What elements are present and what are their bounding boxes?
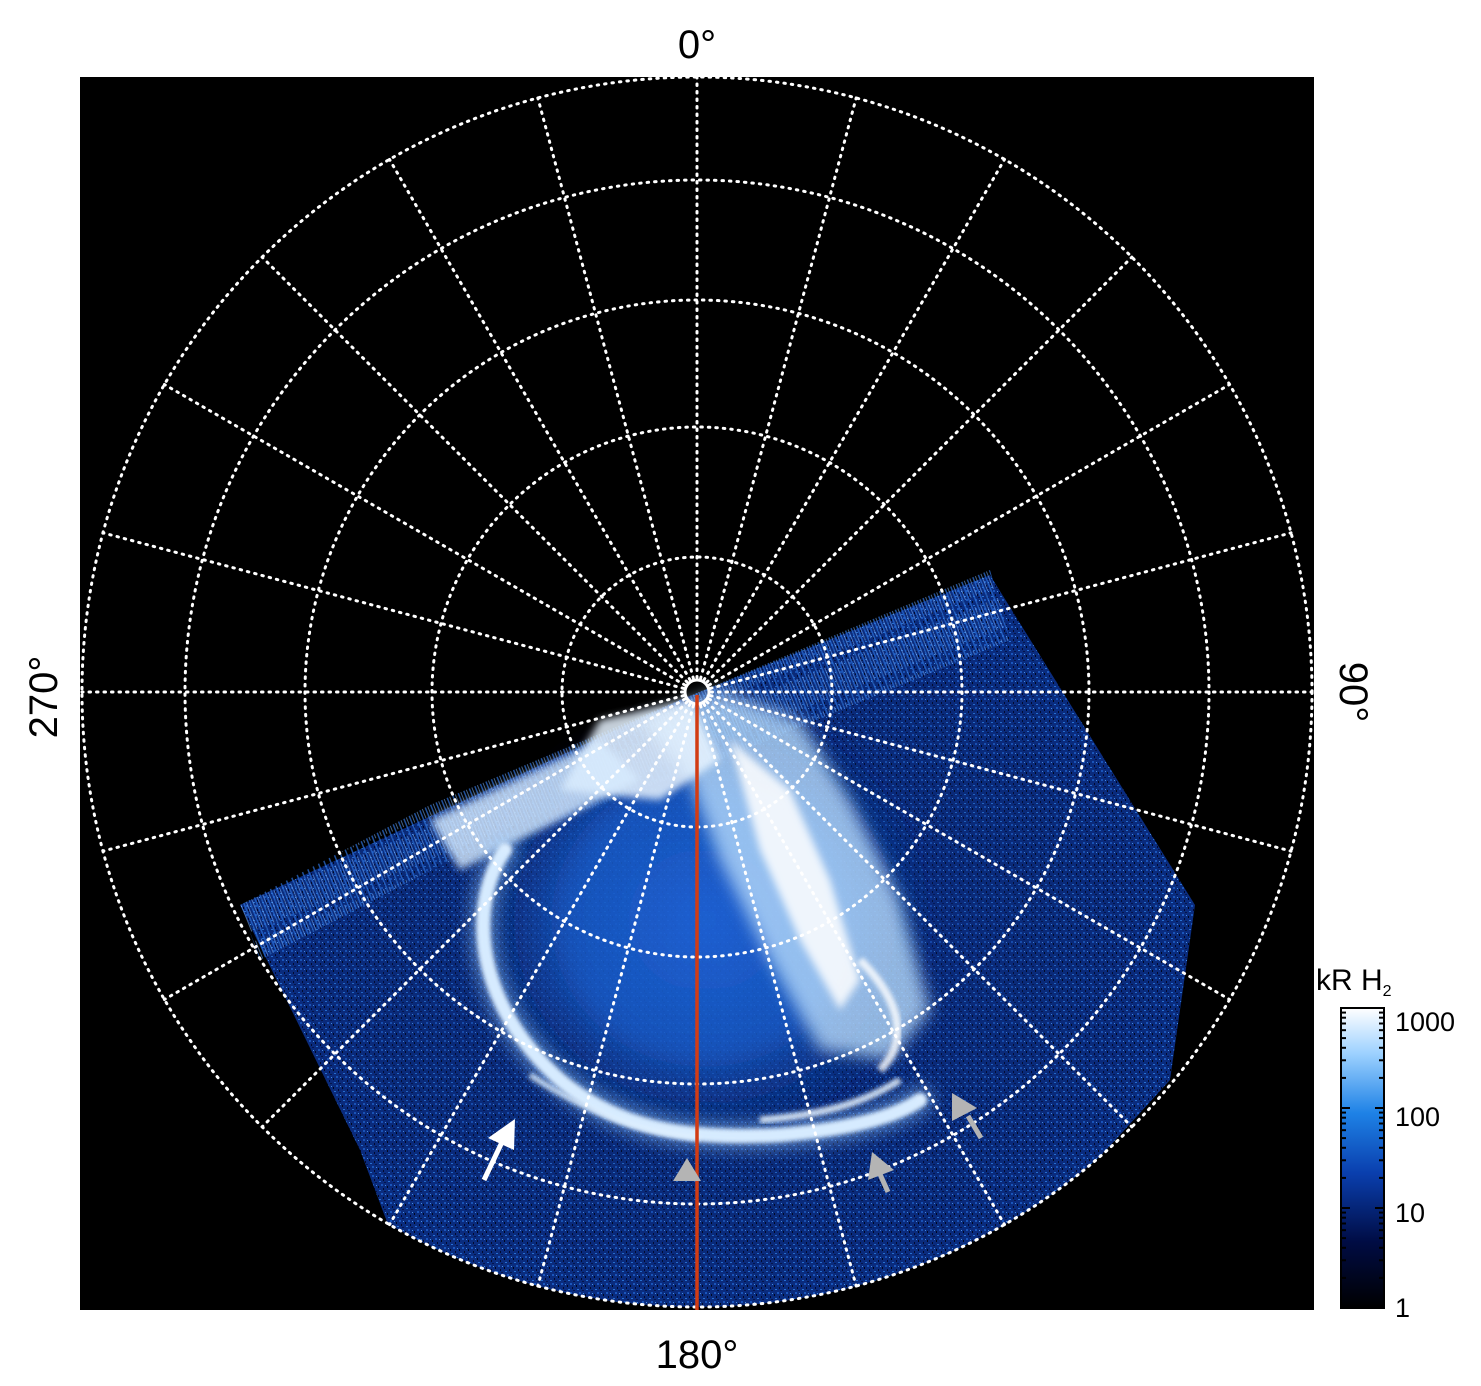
colorbar-ticks xyxy=(1341,1007,1384,1309)
colorbar: kR H2 1000 100 10 1 xyxy=(1316,964,1455,1323)
colorbar-tick-label: 1000 xyxy=(1395,1007,1455,1037)
meridian-line xyxy=(260,255,689,684)
label-270-deg: 270° xyxy=(22,656,66,739)
feature-arrow xyxy=(868,1152,894,1194)
feature-arrow xyxy=(952,1093,984,1140)
label-0-deg: 0° xyxy=(678,23,716,67)
meridian-line xyxy=(709,694,1293,853)
colorbar-tick-label: 1 xyxy=(1395,1293,1410,1323)
colorbar-tick-label: 100 xyxy=(1395,1102,1440,1132)
meridian-line xyxy=(705,255,1134,684)
feature-arrow xyxy=(673,1158,701,1181)
label-90-deg: 90° xyxy=(1331,662,1375,723)
meridian-line xyxy=(699,96,858,680)
colorbar-tick-label: 10 xyxy=(1395,1198,1425,1228)
label-180-deg: 180° xyxy=(656,1333,739,1377)
meridian-line xyxy=(536,704,695,1288)
meridian-line xyxy=(707,697,1232,1001)
meridian-line xyxy=(709,531,1293,690)
meridian-line xyxy=(388,702,692,1227)
meridian-line xyxy=(705,700,1134,1129)
meridian-lines xyxy=(80,77,1314,1309)
meridian-line xyxy=(699,704,858,1288)
meridian-line xyxy=(388,157,692,682)
meridian-line xyxy=(702,157,1006,682)
meridian-line xyxy=(702,702,1006,1227)
meridian-line xyxy=(162,697,687,1001)
colorbar-title: kR H2 xyxy=(1316,964,1392,1000)
meridian-line xyxy=(260,700,689,1129)
meridian-line xyxy=(101,531,685,690)
meridian-line xyxy=(536,96,695,680)
feature-arrow xyxy=(481,1119,515,1182)
meridian-line xyxy=(707,383,1232,687)
colorbar-gradient xyxy=(1340,1007,1385,1309)
meridian-line xyxy=(162,383,687,687)
latitude-circle xyxy=(430,425,964,959)
meridian-line xyxy=(101,694,685,853)
